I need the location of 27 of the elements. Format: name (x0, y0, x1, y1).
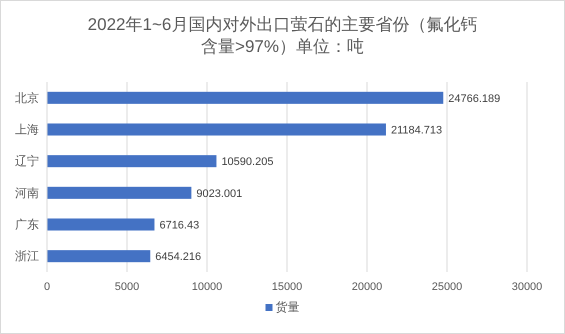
x-tick-label: 20000 (352, 281, 382, 293)
x-tick-label: 10000 (192, 281, 222, 293)
data-label: 24766.189 (448, 92, 500, 105)
bar (47, 218, 154, 231)
y-tick-label: 辽宁 (15, 154, 39, 168)
bar (47, 186, 192, 199)
data-label: 6454.216 (155, 251, 202, 264)
data-label: 10590.205 (221, 156, 274, 168)
y-tick-label: 浙江 (15, 249, 39, 264)
x-tick-label: 30000 (512, 281, 542, 293)
x-tick-label: 5000 (114, 281, 140, 293)
data-label: 21184.713 (390, 124, 442, 136)
bar (47, 250, 150, 262)
legend-label: 货量 (276, 300, 300, 314)
data-label: 9023.001 (196, 188, 242, 200)
y-tick-label: 上海 (15, 122, 39, 136)
x-tick-label: 0 (44, 281, 50, 293)
chart-title: 2022年1~6月国内对外出口萤石的主要省份（氟化钙含量>97%）单位：吨 (88, 15, 478, 56)
x-tick-label: 15000 (272, 281, 302, 293)
bar (47, 92, 444, 104)
y-tick-label: 北京 (15, 90, 39, 105)
bar (47, 123, 386, 136)
x-tick-label: 25000 (432, 281, 462, 293)
y-tick-label: 广东 (15, 218, 39, 232)
data-label: 6716.43 (159, 220, 200, 232)
y-tick-label: 河南 (15, 186, 39, 200)
bar (47, 155, 216, 168)
